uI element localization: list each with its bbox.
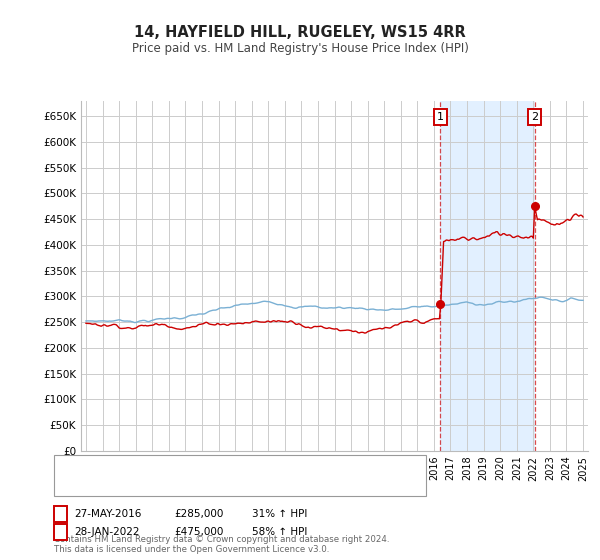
HPI: Average price, detached house, Cannock Chase: (2e+03, 2.52e+05): Average price, detached house, Cannock C… — [96, 318, 103, 324]
14, HAYFIELD HILL, RUGELEY, WS15 4RR (detached house) — [361, 330, 368, 337]
Text: 31% ↑ HPI: 31% ↑ HPI — [252, 509, 307, 519]
Text: 1: 1 — [57, 509, 64, 519]
Text: £475,000: £475,000 — [174, 527, 223, 537]
HPI: Average price, detached house, Cannock Chase: (2.02e+03, 2.98e+05): Average price, detached house, Cannock C… — [538, 294, 545, 301]
HPI: Average price, detached house, Cannock Chase: (2e+03, 2.49e+05): Average price, detached house, Cannock C… — [131, 319, 138, 326]
HPI: Average price, detached house, Cannock Chase: (2.01e+03, 2.75e+05): Average price, detached house, Cannock C… — [394, 306, 401, 312]
Text: 14, HAYFIELD HILL, RUGELEY, WS15 4RR (detached house): 14, HAYFIELD HILL, RUGELEY, WS15 4RR (de… — [92, 461, 397, 472]
Text: 27-MAY-2016: 27-MAY-2016 — [74, 509, 141, 519]
14, HAYFIELD HILL, RUGELEY, WS15 4RR (detached house) — [82, 320, 89, 326]
Text: £285,000: £285,000 — [174, 509, 223, 519]
14, HAYFIELD HILL, RUGELEY, WS15 4RR (detached house) — [367, 327, 374, 334]
Text: 2: 2 — [531, 112, 538, 122]
14, HAYFIELD HILL, RUGELEY, WS15 4RR (detached house) — [520, 235, 527, 241]
HPI: Average price, detached house, Cannock Chase: (2.02e+03, 2.92e+05): Average price, detached house, Cannock C… — [580, 297, 587, 304]
Text: 14, HAYFIELD HILL, RUGELEY, WS15 4RR: 14, HAYFIELD HILL, RUGELEY, WS15 4RR — [134, 25, 466, 40]
Text: HPI: Average price, detached house, Cannock Chase: HPI: Average price, detached house, Cann… — [92, 479, 366, 489]
Text: Contains HM Land Registry data © Crown copyright and database right 2024.
This d: Contains HM Land Registry data © Crown c… — [54, 535, 389, 554]
HPI: Average price, detached house, Cannock Chase: (2e+03, 2.52e+05): Average price, detached house, Cannock C… — [82, 318, 89, 324]
14, HAYFIELD HILL, RUGELEY, WS15 4RR (detached house) — [175, 326, 182, 333]
Text: 2: 2 — [57, 527, 64, 537]
14, HAYFIELD HILL, RUGELEY, WS15 4RR (detached house) — [383, 324, 391, 331]
14, HAYFIELD HILL, RUGELEY, WS15 4RR (detached house) — [531, 203, 538, 209]
HPI: Average price, detached house, Cannock Chase: (2.02e+03, 2.94e+05): Average price, detached house, Cannock C… — [520, 296, 527, 303]
Line: HPI: Average price, detached house, Cannock Chase: HPI: Average price, detached house, Cann… — [86, 297, 583, 323]
HPI: Average price, detached house, Cannock Chase: (2.01e+03, 2.73e+05): Average price, detached house, Cannock C… — [383, 307, 391, 314]
Line: 14, HAYFIELD HILL, RUGELEY, WS15 4RR (detached house): 14, HAYFIELD HILL, RUGELEY, WS15 4RR (de… — [86, 206, 583, 333]
14, HAYFIELD HILL, RUGELEY, WS15 4RR (detached house) — [580, 213, 587, 220]
14, HAYFIELD HILL, RUGELEY, WS15 4RR (detached house) — [394, 321, 401, 328]
14, HAYFIELD HILL, RUGELEY, WS15 4RR (detached house) — [96, 323, 103, 329]
Bar — [440, 101, 535, 451]
Text: 1: 1 — [437, 112, 444, 122]
Text: 58% ↑ HPI: 58% ↑ HPI — [252, 527, 307, 537]
Text: Price paid vs. HM Land Registry's House Price Index (HPI): Price paid vs. HM Land Registry's House … — [131, 42, 469, 55]
HPI: Average price, detached house, Cannock Chase: (2.01e+03, 2.75e+05): Average price, detached house, Cannock C… — [367, 306, 374, 312]
HPI: Average price, detached house, Cannock Chase: (2e+03, 2.56e+05): Average price, detached house, Cannock C… — [176, 315, 184, 322]
Text: 28-JAN-2022: 28-JAN-2022 — [74, 527, 139, 537]
